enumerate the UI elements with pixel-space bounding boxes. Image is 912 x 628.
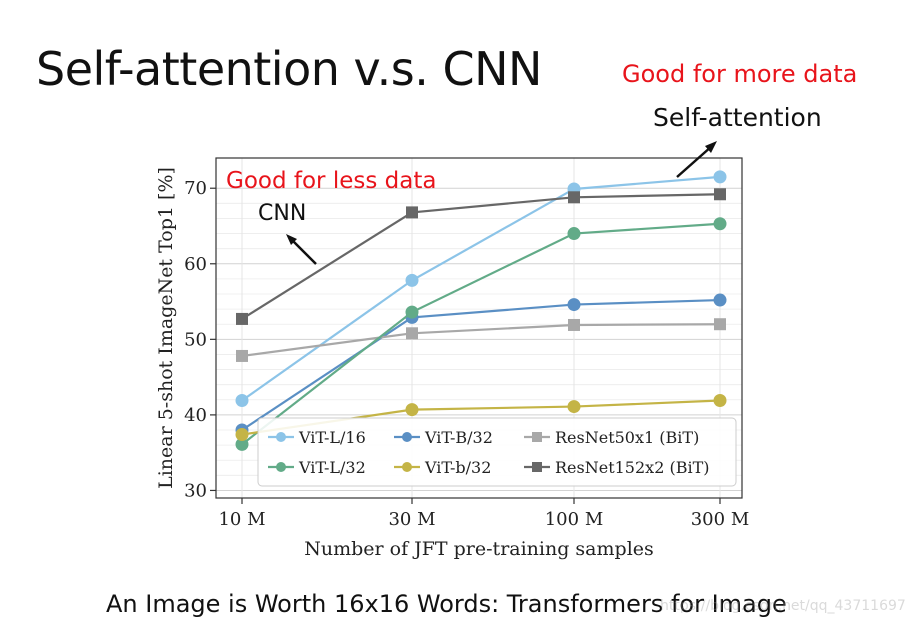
legend-marker: [402, 462, 412, 472]
legend-marker: [402, 432, 412, 442]
watermark: https://blog.csdn.net/qq_43711697: [660, 598, 906, 614]
data-point-vit-l-16: [235, 394, 249, 408]
legend-label: ResNet50x1 (BiT): [555, 428, 699, 447]
data-point-vit-l-32: [405, 305, 419, 319]
cnn-arrowhead: [286, 234, 297, 245]
self-attention-arrow: [676, 145, 713, 178]
data-point-resnet152x2-bit: [406, 206, 418, 219]
y-tick-label: 60: [184, 254, 207, 275]
data-point-vit-b-32: [405, 403, 419, 417]
legend-marker: [276, 432, 286, 442]
legend-label: ViT-L/32: [298, 458, 366, 477]
y-tick-label: 40: [184, 405, 207, 426]
data-point-resnet50x1-bit: [568, 318, 580, 331]
source-caption: An Image is Worth 16x16 Words: Transform…: [106, 590, 787, 618]
data-point-vit-l-32: [567, 227, 581, 241]
data-point-resnet152x2-bit: [236, 312, 248, 325]
self-attention-arrowhead: [705, 141, 717, 153]
series-line-vit-l-32: [241, 222, 721, 446]
legend-marker: [276, 462, 286, 472]
data-point-resnet50x1-bit: [236, 349, 248, 362]
y-tick-label: 70: [184, 178, 207, 199]
data-point-vit-b-32: [713, 394, 727, 408]
data-point-resnet50x1-bit: [714, 318, 726, 331]
legend: ViT-L/16 ViT-B/32 ResNet50x1 (BiT) ViT-L/32…: [257, 417, 737, 487]
legend-marker: [532, 432, 542, 442]
annotation-arrows: [286, 141, 717, 265]
x-tick-label: 100 M: [545, 509, 604, 530]
note-good-for-less-data: Good for less data: [226, 168, 437, 194]
data-point-vit-b-32: [567, 298, 581, 312]
series-line-resnet50x1-bit: [241, 323, 721, 358]
data-point-vit-l-32: [713, 217, 727, 231]
data-point-vit-l-16: [713, 170, 727, 184]
legend-label: ResNet152x2 (BiT): [555, 458, 709, 477]
y-tick-label: 30: [184, 480, 207, 501]
data-point-vit-b-32: [235, 428, 249, 442]
y-tick-label: 50: [184, 329, 207, 350]
y-axis-label: Linear 5-shot ImageNet Top1 [%]: [155, 167, 177, 489]
data-point-resnet152x2-bit: [714, 188, 726, 201]
data-point-resnet152x2-bit: [568, 191, 580, 204]
legend-marker: [532, 462, 542, 472]
legend-box: [257, 417, 737, 487]
series-lines: [235, 170, 727, 451]
x-tick-label: 30 M: [388, 509, 435, 530]
series-line-vit-b-32: [241, 298, 721, 431]
data-point-vit-l-32: [235, 437, 249, 451]
slide-title: Self-attention v.s. CNN: [36, 42, 542, 96]
plot-frame: [215, 157, 743, 499]
data-point-resnet50x1-bit: [406, 327, 418, 340]
y-axis: 30 40 50 60 70: [184, 178, 216, 501]
label-self-attention: Self-attention: [653, 103, 822, 132]
cnn-arrow: [289, 237, 317, 265]
x-tick-label: 10 M: [218, 509, 265, 530]
series-line-vit-l-16: [241, 175, 721, 402]
legend-label: ViT-B/32: [424, 428, 493, 447]
data-point-vit-l-16: [405, 273, 419, 287]
data-point-vit-b-32: [713, 293, 727, 307]
label-cnn: CNN: [258, 201, 307, 226]
series-line-resnet152x2-bit: [241, 193, 721, 320]
x-axis: 10 M 30 M 100 M 300 M: [218, 498, 749, 530]
note-good-for-more-data: Good for more data: [622, 60, 858, 88]
data-point-vit-b-32: [567, 400, 581, 414]
x-tick-label: 300 M: [691, 509, 750, 530]
x-axis-label: Number of JFT pre-training samples: [304, 538, 654, 560]
legend-label: ViT-b/32: [424, 458, 491, 477]
legend-label: ViT-L/16: [298, 428, 366, 447]
